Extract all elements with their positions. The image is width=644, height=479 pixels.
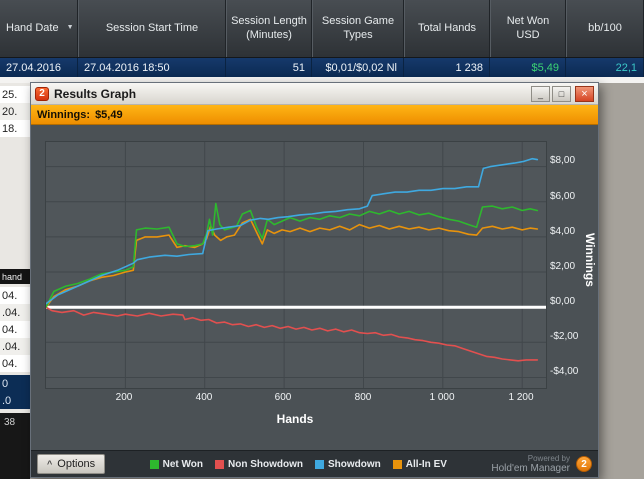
- legend-item-non-showdown[interactable]: Non Showdown: [215, 459, 303, 470]
- column-header-session-game-types[interactable]: Session Game Types: [312, 0, 404, 57]
- table-fragment-block: 38: [0, 413, 30, 479]
- chart-plot-area[interactable]: [45, 141, 547, 389]
- y-axis-tick: $2,00: [550, 261, 576, 272]
- table-fragment: .04.: [0, 304, 30, 321]
- table-fragment: 20.: [0, 103, 30, 120]
- column-header-session-length[interactable]: Session Length (Minutes): [226, 0, 312, 57]
- column-header-hand-date[interactable]: Hand Date ▼: [0, 0, 78, 57]
- hm2-logo-icon: 2: [35, 86, 49, 101]
- results-graph-window: 2 Results Graph _ □ × Winnings: $5,49 $8…: [30, 82, 599, 478]
- x-axis-tick: 600: [274, 392, 292, 403]
- minimize-button[interactable]: _: [531, 85, 550, 102]
- table-fragment: 38: [4, 417, 16, 428]
- column-header-label: Net Won USD: [506, 14, 550, 41]
- table-fragment: .04.: [0, 338, 30, 355]
- powered-by-line1: Powered by: [527, 453, 570, 463]
- x-axis-tick: 1 000: [429, 392, 455, 403]
- table-row-background: [0, 77, 644, 83]
- options-button-label: Options: [57, 458, 96, 470]
- hm2-logo-icon: 2: [576, 456, 592, 472]
- maximize-button[interactable]: □: [552, 85, 571, 102]
- legend-label: Non Showdown: [228, 458, 304, 470]
- powered-by-line2: Hold'em Manager: [491, 462, 570, 474]
- y-axis-tick: $0,00: [550, 296, 576, 307]
- legend-item-showdown[interactable]: Showdown: [315, 459, 381, 470]
- column-header-label: Hand Date: [6, 21, 59, 34]
- cell-total-hands: 1 238: [404, 58, 490, 77]
- table-fragment: 04.: [0, 355, 30, 372]
- column-header-label: Session Start Time: [105, 21, 199, 34]
- legend-label: All-In EV: [405, 458, 447, 470]
- column-header-label: Session Length (Minutes): [231, 14, 307, 41]
- cell-session-length: 51: [226, 58, 312, 77]
- cell-hand-date: 27.04.2016: [0, 58, 78, 77]
- winnings-banner-value: $5,49: [95, 108, 123, 121]
- column-header-total-hands[interactable]: Total Hands: [404, 0, 490, 57]
- close-button[interactable]: ×: [575, 85, 594, 102]
- cell-session-game-types: $0,01/$0,02 Nl: [312, 58, 404, 77]
- legend-label: Net Won: [162, 458, 204, 470]
- powered-by: Powered by Hold'em Manager 2: [491, 454, 592, 475]
- column-header-session-start-time[interactable]: Session Start Time: [78, 0, 226, 57]
- winnings-banner: Winnings: $5,49: [31, 105, 598, 125]
- x-axis-tick: 1 200: [508, 392, 534, 403]
- y-axis-tick: $4,00: [550, 226, 576, 237]
- legend-swatch-icon: [392, 459, 402, 469]
- column-header-label: Total Hands: [417, 21, 477, 34]
- cell-bb-100: 22,1: [566, 58, 644, 77]
- y-axis-tick: -$4,00: [550, 366, 579, 377]
- x-axis-title: Hands: [276, 412, 314, 426]
- column-header-label: Session Game Types: [321, 14, 395, 41]
- y-axis-tick: $8,00: [550, 155, 576, 166]
- table-fragment: 04.: [0, 287, 30, 304]
- window-titlebar[interactable]: 2 Results Graph _ □ ×: [31, 83, 598, 105]
- legend-item-all-in-ev[interactable]: All-In EV: [392, 458, 447, 470]
- table-fragment: 04.: [0, 321, 30, 338]
- cell-net-won-usd: $5,49: [490, 58, 566, 77]
- table-fragment: 0: [0, 375, 30, 392]
- chevron-down-icon[interactable]: ▼: [66, 24, 74, 32]
- legend-swatch-icon: [149, 459, 159, 469]
- x-axis-tick: 400: [195, 392, 213, 403]
- legend-swatch-icon: [215, 459, 225, 469]
- session-row[interactable]: 27.04.2016 27.04.2016 18:50 51 $0,01/$0,…: [0, 58, 644, 77]
- column-header-net-won-usd[interactable]: Net Won USD: [490, 0, 566, 57]
- legend-label: Showdown: [328, 458, 381, 470]
- table-fragment: 18.: [0, 120, 30, 137]
- column-header-label: bb/100: [588, 21, 622, 34]
- table-fragment: .0: [0, 392, 30, 409]
- legend-swatch-icon: [315, 459, 325, 469]
- y-axis-title: Winnings: [583, 233, 597, 287]
- column-header-bb-100[interactable]: bb/100: [566, 0, 644, 57]
- legend-item-net-won[interactable]: Net Won: [149, 458, 204, 470]
- chart-bottom-bar: ^ Options Net Won Non Showdown Showdown: [31, 450, 598, 477]
- chart-legend: Net Won Non Showdown Showdown All-In EV: [149, 458, 447, 470]
- x-axis-tick: 800: [354, 392, 372, 403]
- x-axis-tick: 200: [115, 392, 133, 403]
- collapse-icon: ^: [47, 458, 53, 469]
- table-left-edge: 25. 20. 18. hand 04. .04. 04. .04. 04. 0…: [0, 83, 30, 479]
- results-chart: $8,00 $6,00 $4,00 $2,00 $0,00 -$2,00 -$4…: [31, 125, 598, 450]
- window-title: Results Graph: [54, 86, 137, 101]
- cell-session-start-time: 27.04.2016 18:50: [78, 58, 226, 77]
- table-fragment: hand: [0, 269, 30, 284]
- chart-lines: [46, 142, 546, 388]
- session-table-header: Hand Date ▼ Session Start Time Session L…: [0, 0, 644, 58]
- table-fragment: 25.: [0, 86, 30, 103]
- options-button[interactable]: ^ Options: [37, 454, 106, 474]
- y-axis-tick: $6,00: [550, 191, 576, 202]
- y-axis-tick: -$2,00: [550, 331, 579, 342]
- winnings-banner-label: Winnings:: [37, 108, 91, 121]
